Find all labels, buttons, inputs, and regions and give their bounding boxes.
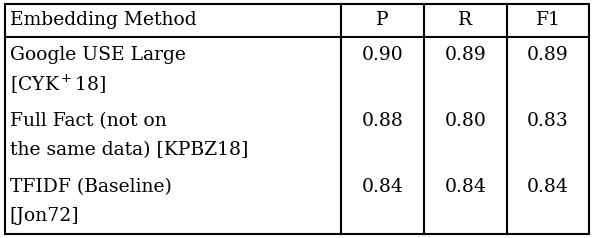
Text: TFIDF (Baseline): TFIDF (Baseline)	[10, 178, 172, 196]
Text: Google USE Large: Google USE Large	[10, 46, 185, 64]
Text: R: R	[459, 11, 472, 29]
Text: the same data) [KPBZ18]: the same data) [KPBZ18]	[10, 141, 248, 159]
Text: 0.80: 0.80	[444, 112, 486, 130]
Text: 0.88: 0.88	[361, 112, 403, 130]
Text: 0.84: 0.84	[444, 178, 486, 196]
Text: P: P	[376, 11, 388, 29]
Text: Embedding Method: Embedding Method	[10, 11, 196, 29]
Text: 0.89: 0.89	[444, 46, 486, 64]
Text: 0.83: 0.83	[527, 112, 569, 130]
Text: [Jon72]: [Jon72]	[10, 207, 79, 225]
Text: 0.84: 0.84	[361, 178, 403, 196]
Text: 0.89: 0.89	[527, 46, 569, 64]
Text: [CYK$^+$18]: [CYK$^+$18]	[10, 73, 106, 96]
Text: 0.84: 0.84	[527, 178, 569, 196]
Text: F1: F1	[536, 11, 561, 29]
Text: 0.90: 0.90	[362, 46, 403, 64]
Text: Full Fact (not on: Full Fact (not on	[10, 112, 166, 130]
